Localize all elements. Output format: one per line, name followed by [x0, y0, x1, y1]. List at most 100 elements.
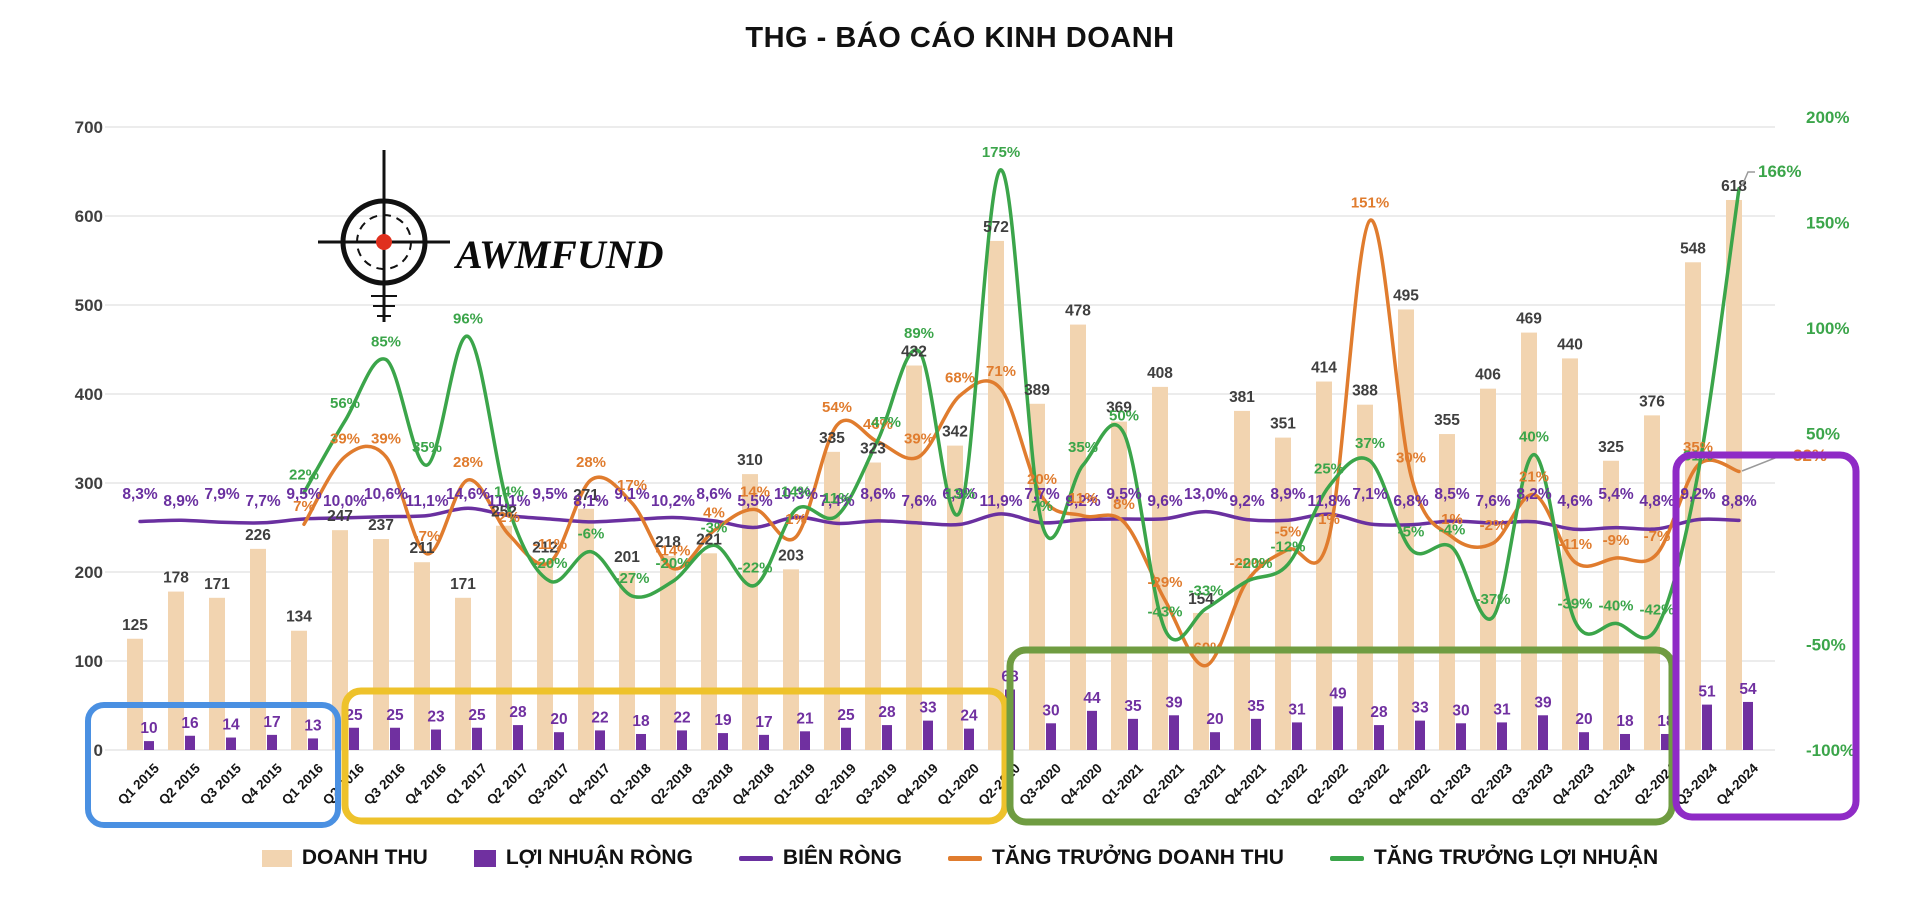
x-axis-label: Q2-2018 — [647, 760, 695, 808]
profit-growth-label: -6% — [578, 526, 605, 543]
net-profit-label: 20 — [550, 711, 567, 728]
x-axis-label: Q4-2020 — [1057, 761, 1105, 809]
revenue-growth-label: 28% — [453, 454, 483, 471]
revenue-label: 310 — [737, 452, 763, 469]
revenue-bar — [619, 571, 635, 750]
x-axis-label: Q4-2023 — [1549, 760, 1597, 808]
revenue-bar — [209, 597, 225, 750]
net-margin-label: 7,4% — [819, 493, 855, 510]
right-axis-tick: -50% — [1806, 636, 1846, 655]
legend-item-net-profit: LỢI NHUẬN RÒNG — [473, 846, 693, 870]
net-profit-bar — [1292, 722, 1302, 750]
x-axis-label: Q3-2021 — [1180, 760, 1228, 808]
net-profit-label: 25 — [468, 707, 486, 724]
revenue-bar — [414, 562, 430, 750]
net-profit-label: 54 — [1739, 681, 1757, 698]
net-margin-label: 9,5% — [1106, 486, 1142, 503]
net-profit-label: 17 — [263, 714, 280, 731]
net-profit-swatch-icon — [473, 849, 496, 867]
net-profit-bar — [800, 731, 810, 750]
net-profit-bar — [1087, 710, 1097, 750]
right-axis-tick: -100% — [1806, 741, 1855, 760]
x-axis-label: Q3-2020 — [1016, 761, 1064, 809]
revenue-growth-line — [302, 218, 1741, 668]
revenue-label: 221 — [696, 531, 722, 548]
net-margin-label: 9,2% — [1680, 486, 1716, 503]
chart-legend: DOANH THU LỢI NHUẬN RÒNG BIÊN RÒNG TĂNG … — [0, 846, 1920, 870]
revenue-bar — [332, 530, 348, 750]
x-axis-label: Q1-2021 — [1098, 760, 1146, 808]
revenue-label: 381 — [1229, 389, 1255, 406]
profit-growth-label: 7% — [1031, 498, 1053, 515]
x-axis-label: Q3-2022 — [1344, 761, 1392, 809]
revenue-growth-label: -14% — [655, 543, 690, 560]
right-axis-tick: 200% — [1806, 108, 1849, 127]
revenue-label: 271 — [573, 487, 599, 504]
profit-growth-label: 175% — [982, 144, 1020, 161]
logo-outer-circle-icon — [340, 198, 428, 286]
left-axis-tick: 600 — [75, 207, 103, 226]
revenue-growth-label: 1% — [1318, 511, 1340, 528]
net-margin-label: 10,0% — [323, 493, 367, 510]
revenue-label: 572 — [983, 219, 1009, 236]
x-axis-label: Q2-2023 — [1467, 760, 1515, 808]
net-profit-bar — [1333, 706, 1343, 750]
revenue-label: 212 — [532, 539, 558, 556]
net-profit-label: 19 — [714, 712, 732, 729]
revenue-growth-label: 39% — [371, 431, 401, 448]
revenue-label: 237 — [368, 517, 394, 534]
net-margin-label: 8,9% — [1270, 486, 1306, 503]
revenue-growth-label: -5% — [1275, 524, 1302, 541]
net-margin-label: 6,8% — [1393, 493, 1429, 510]
profit-growth-label: -5% — [1398, 524, 1425, 541]
x-axis-label: Q1-2023 — [1426, 760, 1474, 808]
callout-leader — [1741, 171, 1755, 187]
net-profit-label: 31 — [1288, 701, 1306, 718]
net-profit-bar — [349, 727, 359, 750]
profit-growth-label: 89% — [904, 325, 934, 342]
legend-item-net-margin: BIÊN RÒNG — [738, 846, 902, 870]
left-axis-tick: 400 — [75, 385, 103, 404]
revenue-bar — [988, 240, 1004, 751]
net-profit-bar — [718, 733, 728, 750]
net-margin-label: 7,1% — [1352, 486, 1388, 503]
net-margin-label: 10,2% — [651, 493, 695, 510]
net-profit-label: 25 — [837, 707, 855, 724]
left-axis-tick: 100 — [75, 652, 103, 671]
revenue-label: 201 — [614, 549, 640, 566]
legend-item-profit-growth: TĂNG TRƯỞNG LỢI NHUẬN — [1329, 846, 1658, 870]
revenue-bar — [1193, 612, 1209, 750]
profit-growth-label: -39% — [1557, 595, 1592, 612]
left-axis-tick: 700 — [75, 118, 103, 137]
x-axis-label: Q1-2020 — [934, 761, 982, 809]
x-axis-label: Q1-2022 — [1262, 761, 1310, 809]
revenue-growth-label: 28% — [576, 454, 606, 471]
revenue-growth-label: 8% — [1113, 496, 1135, 513]
revenue-bar — [1480, 388, 1496, 750]
profit-growth-label: -3% — [701, 519, 728, 536]
net-profit-bar — [1579, 732, 1589, 750]
revenue-growth-label: -11% — [533, 536, 567, 553]
net-profit-label: 10 — [140, 720, 157, 737]
revenue-label: 134 — [286, 609, 312, 626]
revenue-label: 389 — [1024, 382, 1050, 399]
revenue-label: 432 — [901, 344, 927, 361]
highlight-box-yellow — [341, 687, 1009, 825]
left-axis-tick: 300 — [75, 474, 103, 493]
x-axis-label: Q3-2017 — [524, 761, 572, 809]
net-profit-bar — [1702, 704, 1712, 750]
profit-growth-label: 14% — [781, 483, 811, 500]
net-profit-label: 16 — [181, 715, 199, 732]
revenue-growth-label: 46% — [863, 416, 893, 433]
revenue-bar — [1111, 421, 1127, 750]
net-profit-label: 39 — [1165, 694, 1183, 711]
revenue-label: 414 — [1311, 360, 1337, 377]
revenue-label: 125 — [122, 617, 148, 634]
legend-item-revenue: DOANH THU — [261, 846, 428, 870]
net-margin-label: 8,9% — [163, 493, 199, 510]
x-axis-label: Q2 2017 — [484, 761, 531, 808]
revenue-bar — [660, 555, 676, 750]
net-profit-label: 35 — [1124, 698, 1142, 715]
net-profit-label: 28 — [878, 704, 896, 721]
